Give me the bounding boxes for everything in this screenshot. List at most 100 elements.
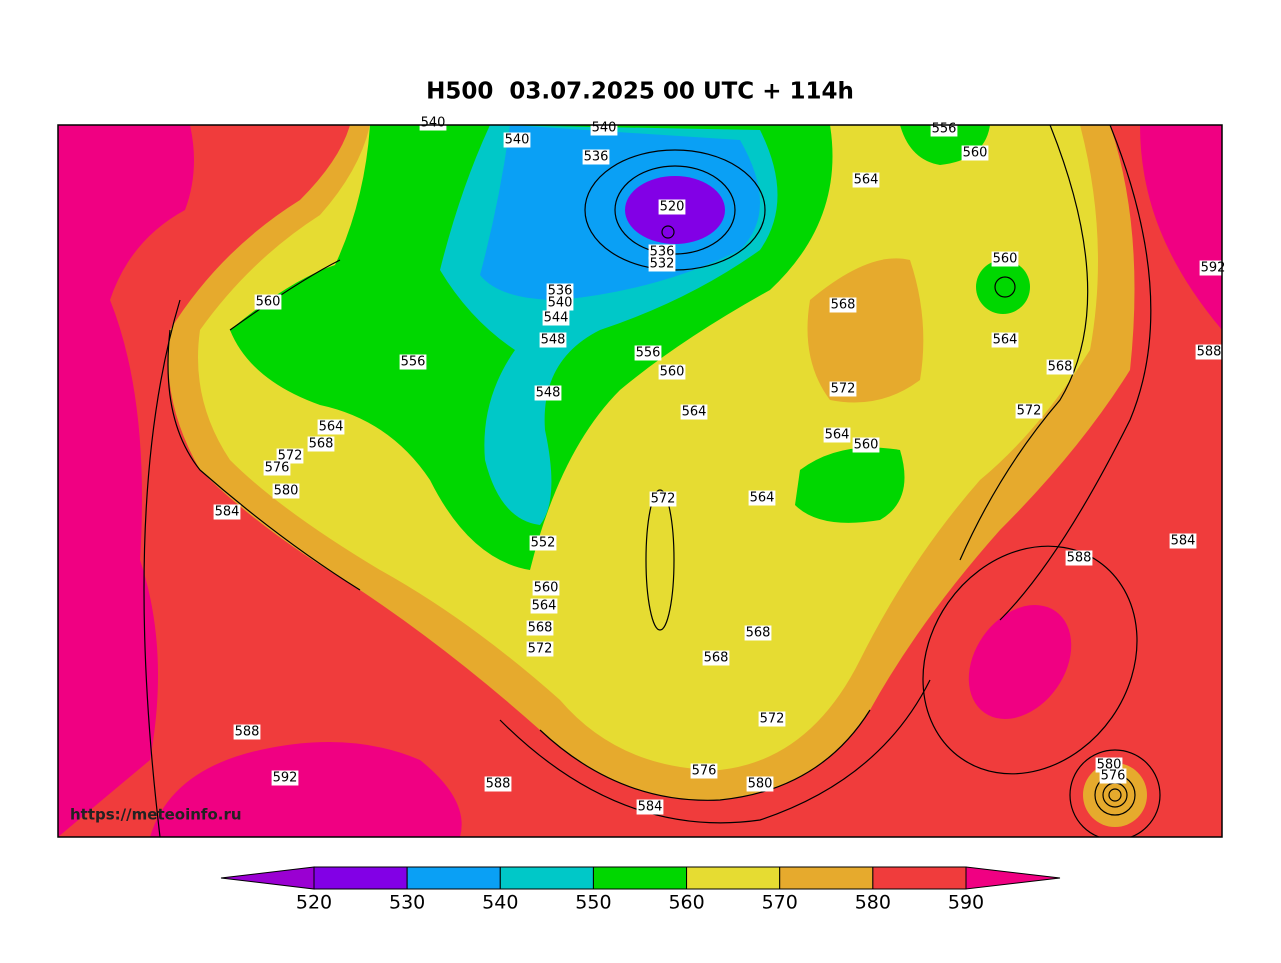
contour-label: 564 bbox=[319, 420, 344, 435]
label-box bbox=[658, 364, 686, 380]
colorbar: 520 530 540 550 560 570 580 590 bbox=[220, 866, 1061, 914]
title: H500 03.07.2025 00 UTC + 114h bbox=[426, 79, 854, 105]
label-box bbox=[991, 251, 1019, 267]
contour-label: 568 bbox=[704, 651, 729, 666]
field bbox=[58, 125, 1222, 837]
label-box bbox=[530, 598, 558, 614]
label-box bbox=[271, 770, 299, 786]
label-box bbox=[1099, 768, 1127, 784]
label-box bbox=[744, 625, 772, 641]
contour-label: 568 bbox=[746, 626, 771, 641]
label-box bbox=[542, 310, 570, 326]
label-box bbox=[1195, 344, 1223, 360]
label-box bbox=[1065, 550, 1093, 566]
label-box bbox=[526, 620, 554, 636]
label-box bbox=[419, 115, 447, 131]
contour-label: 592 bbox=[1201, 261, 1226, 276]
label-box bbox=[634, 345, 662, 361]
contour-label: 568 bbox=[1048, 360, 1073, 375]
label-box bbox=[254, 294, 282, 310]
label-box bbox=[263, 460, 291, 476]
contour-label: 588 bbox=[1067, 551, 1092, 566]
contour-label: 564 bbox=[682, 405, 707, 420]
contour-label: 576 bbox=[1101, 769, 1126, 784]
contour-label: 540 bbox=[592, 121, 617, 136]
contour-label: 568 bbox=[528, 621, 553, 636]
contour-label: 560 bbox=[256, 295, 281, 310]
contour-label: 568 bbox=[831, 298, 856, 313]
contour-label: 544 bbox=[544, 311, 569, 326]
label-box bbox=[317, 419, 345, 435]
colorbar-cell bbox=[313, 866, 408, 890]
colorbar-extend bbox=[965, 866, 1061, 890]
contour-label: 540 bbox=[421, 116, 446, 131]
contour-label: 560 bbox=[993, 252, 1018, 267]
contour-label: 572 bbox=[278, 449, 303, 464]
contour-label: 580 bbox=[748, 777, 773, 792]
label-box bbox=[539, 332, 567, 348]
label-box bbox=[484, 776, 512, 792]
label-box bbox=[546, 283, 574, 299]
label-box bbox=[399, 354, 427, 370]
contour-label: 560 bbox=[854, 438, 879, 453]
contour-label: 536 bbox=[650, 245, 675, 260]
label-box bbox=[649, 491, 677, 507]
contour-label: 560 bbox=[963, 146, 988, 161]
label-box bbox=[852, 437, 880, 453]
label-box bbox=[1015, 403, 1043, 419]
colorbar-extend bbox=[220, 866, 315, 890]
contour-label: 588 bbox=[486, 777, 511, 792]
contour-label: 572 bbox=[760, 712, 785, 727]
label-box bbox=[823, 427, 851, 443]
colorbar-tick-label: 580 bbox=[855, 892, 891, 914]
contour-label: 572 bbox=[651, 492, 676, 507]
label-box bbox=[648, 244, 676, 260]
contour-label: 556 bbox=[932, 122, 957, 137]
contour-label: 588 bbox=[1197, 345, 1222, 360]
contour-label: 572 bbox=[528, 642, 553, 657]
contour-label: 552 bbox=[531, 536, 556, 551]
contour-label: 540 bbox=[505, 133, 530, 148]
contour-label: 548 bbox=[541, 333, 566, 348]
label-box bbox=[307, 436, 335, 452]
contour-label: 536 bbox=[548, 284, 573, 299]
label-box bbox=[680, 404, 708, 420]
colorbar-tick-label: 530 bbox=[389, 892, 425, 914]
map-frame bbox=[57, 124, 1223, 838]
label-box bbox=[702, 650, 730, 666]
contour-label: 568 bbox=[309, 437, 334, 452]
label-box bbox=[961, 145, 989, 161]
colorbar-tick-label: 560 bbox=[668, 892, 704, 914]
label-box bbox=[534, 385, 562, 401]
label-box bbox=[1169, 533, 1197, 549]
label-box bbox=[758, 711, 786, 727]
label-box bbox=[233, 724, 261, 740]
contour-label: 540 bbox=[548, 296, 573, 311]
label-box bbox=[276, 448, 304, 464]
label-box bbox=[648, 256, 676, 272]
contour-label: 556 bbox=[401, 355, 426, 370]
label-box bbox=[636, 799, 664, 815]
contour-label: 584 bbox=[215, 505, 240, 520]
label-box bbox=[852, 172, 880, 188]
colorbar-cell bbox=[592, 866, 688, 890]
contour-label: 520 bbox=[660, 200, 685, 215]
colorbar-cell bbox=[686, 866, 781, 890]
contour-label: 584 bbox=[1171, 534, 1196, 549]
label-box bbox=[529, 535, 557, 551]
label-box bbox=[1046, 359, 1074, 375]
watermark: https://meteoinfo.ru bbox=[70, 806, 242, 824]
contour-label: 564 bbox=[993, 333, 1018, 348]
label-box bbox=[582, 149, 610, 165]
colorbar-tick-label: 520 bbox=[296, 892, 332, 914]
contour-label: 564 bbox=[750, 491, 775, 506]
contour-label: 560 bbox=[660, 365, 685, 380]
colorbar-tick-label: 540 bbox=[482, 892, 518, 914]
contour-label: 564 bbox=[825, 428, 850, 443]
label-box bbox=[690, 763, 718, 779]
contour-label: 588 bbox=[235, 725, 260, 740]
label-box bbox=[658, 199, 686, 215]
colorbar-cell bbox=[406, 866, 501, 890]
label-box bbox=[1199, 260, 1227, 276]
contour-label: 576 bbox=[265, 461, 290, 476]
